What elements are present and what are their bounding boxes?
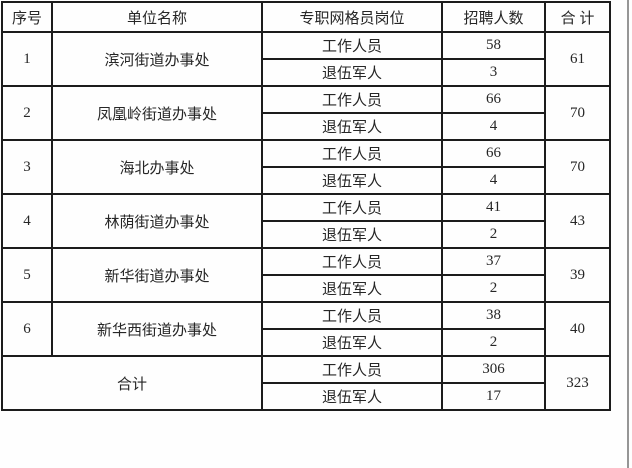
position-label-cell: 工作人员 — [261, 355, 443, 384]
unit-name-cell: 海北办事处 — [51, 139, 263, 195]
summary-total-cell: 323 — [544, 355, 611, 411]
table-row: 退伍军人 2 — [2, 328, 610, 357]
row-number-cell: 1 — [1, 31, 53, 87]
unit-name-cell: 林荫街道办事处 — [51, 193, 263, 249]
row-total-cell: 39 — [544, 247, 611, 303]
position-label-cell: 退伍军人 — [261, 274, 443, 303]
row-total-cell: 70 — [544, 85, 611, 141]
header-position: 专职网格员岗位 — [261, 1, 443, 33]
row-total-cell: 43 — [544, 193, 611, 249]
veteran-count-cell: 2 — [441, 220, 546, 249]
staff-count-cell: 41 — [441, 193, 546, 222]
veteran-count-cell: 2 — [441, 274, 546, 303]
row-total-cell: 40 — [544, 301, 611, 357]
table-row: 2 凤凰岭街道办事处 工作人员 66 70 — [1, 85, 611, 141]
veteran-count-cell: 2 — [441, 328, 546, 357]
summary-row: 合计 工作人员 306 323 — [1, 355, 611, 411]
summary-veteran-count-cell: 17 — [441, 382, 546, 411]
summary-row: 退伍军人 17 — [2, 382, 610, 411]
summary-label-cell: 合计 — [1, 355, 263, 411]
header-count: 招聘人数 — [441, 1, 546, 33]
row-total-cell: 61 — [544, 31, 611, 87]
summary-staff-count-cell: 306 — [441, 355, 546, 384]
veteran-count-cell: 4 — [441, 166, 546, 195]
staff-count-cell: 38 — [441, 301, 546, 330]
table-row: 4 林荫街道办事处 工作人员 41 43 — [1, 193, 611, 249]
table-row: 退伍军人 4 — [2, 166, 610, 195]
unit-name-cell: 新华街道办事处 — [51, 247, 263, 303]
header-unit-name: 单位名称 — [51, 1, 263, 33]
page-edge-line — [627, 0, 629, 468]
header-no: 序号 — [1, 1, 53, 33]
position-label-cell: 工作人员 — [261, 247, 443, 276]
staff-count-cell: 66 — [441, 85, 546, 114]
position-label-cell: 退伍军人 — [261, 58, 443, 87]
position-label-cell: 退伍军人 — [261, 112, 443, 141]
table-row: 5 新华街道办事处 工作人员 37 39 — [1, 247, 611, 303]
position-label-cell: 工作人员 — [261, 85, 443, 114]
unit-name-cell: 凤凰岭街道办事处 — [51, 85, 263, 141]
staff-count-cell: 66 — [441, 139, 546, 168]
table-row: 退伍军人 2 — [2, 274, 610, 303]
position-label-cell: 退伍军人 — [261, 382, 443, 411]
veteran-count-cell: 3 — [441, 58, 546, 87]
unit-name-cell: 新华西街道办事处 — [51, 301, 263, 357]
position-label-cell: 工作人员 — [261, 139, 443, 168]
unit-name-cell: 滨河街道办事处 — [51, 31, 263, 87]
position-label-cell: 工作人员 — [261, 193, 443, 222]
table-row: 退伍军人 3 — [2, 58, 610, 87]
position-label-cell: 工作人员 — [261, 301, 443, 330]
header-row: 序号 单位名称 专职网格员岗位 招聘人数 合 计 — [1, 1, 611, 33]
staff-count-cell: 37 — [441, 247, 546, 276]
row-number-cell: 5 — [1, 247, 53, 303]
row-number-cell: 4 — [1, 193, 53, 249]
position-label-cell: 工作人员 — [261, 31, 443, 60]
staff-count-cell: 58 — [441, 31, 546, 60]
table-row: 3 海北办事处 工作人员 66 70 — [1, 139, 611, 195]
row-total-cell: 70 — [544, 139, 611, 195]
position-label-cell: 退伍军人 — [261, 166, 443, 195]
table-row: 退伍军人 4 — [2, 112, 610, 141]
table-row: 退伍军人 2 — [2, 220, 610, 249]
position-label-cell: 退伍军人 — [261, 328, 443, 357]
veteran-count-cell: 4 — [441, 112, 546, 141]
row-number-cell: 3 — [1, 139, 53, 195]
recruitment-table: 序号 单位名称 专职网格员岗位 招聘人数 合 计 1 滨河街道办事处 工作人员 … — [1, 1, 611, 411]
row-number-cell: 6 — [1, 301, 53, 357]
table-row: 6 新华西街道办事处 工作人员 38 40 — [1, 301, 611, 357]
position-label-cell: 退伍军人 — [261, 220, 443, 249]
header-total: 合 计 — [544, 1, 611, 33]
row-number-cell: 2 — [1, 85, 53, 141]
table-row: 1 滨河街道办事处 工作人员 58 61 — [1, 31, 611, 87]
